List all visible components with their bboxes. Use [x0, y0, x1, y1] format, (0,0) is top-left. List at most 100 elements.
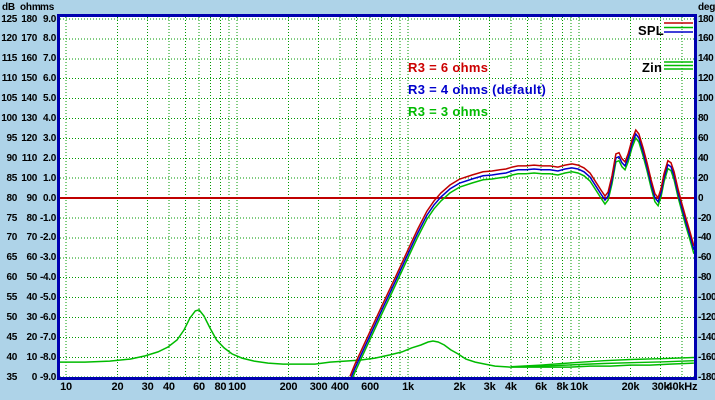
deg-tick-label: 160 — [698, 33, 714, 45]
left-axis-row: 55 40 -5.0 — [0, 292, 57, 303]
spl-curve-spl-r3-6-ohms — [349, 128, 694, 377]
freq-tick-label: 4k — [505, 381, 517, 393]
freq-tick-label: 600 — [361, 381, 379, 393]
zin-curve-variant-0 — [510, 356, 694, 368]
ohm-tick-label: 140 — [21, 93, 37, 105]
chart-canvas — [60, 17, 694, 377]
freq-tick-label: 100 — [228, 381, 246, 393]
freq-tick-label: 8k — [556, 381, 569, 393]
db-tick-label: 95 — [6, 132, 17, 144]
ohm-axis-unit: ohm — [20, 2, 41, 13]
freq-tick-label: 80 — [214, 381, 227, 393]
deg-tick-label: 60 — [698, 132, 709, 144]
deg-tick-label: -80 — [698, 272, 711, 284]
ms-tick-label: 1.0 — [42, 172, 56, 184]
ohm-tick-label: 30 — [26, 312, 37, 323]
db-tick-label: 85 — [6, 172, 17, 184]
deg-tick-label: -140 — [698, 331, 715, 343]
freq-tick-label: 200 — [279, 381, 298, 393]
left-axis-row: 80 90 0.0 — [0, 193, 57, 204]
ms-tick-label: -5.0 — [39, 292, 56, 304]
freq-tick-label: 1k — [402, 381, 414, 393]
annotation-r3-6-ohms: R3 = 6 ohms — [408, 60, 489, 75]
ohm-tick-label: 40 — [26, 292, 37, 304]
deg-tick-label: 140 — [698, 53, 714, 65]
annotation-r3-3-ohms: R3 = 3 ohms — [408, 104, 489, 119]
grid-lines — [60, 17, 694, 377]
deg-tick-label: -180 — [698, 371, 715, 383]
freq-tick-label: 300 — [309, 381, 328, 393]
db-tick-label: 90 — [6, 152, 17, 164]
ohm-tick-label: 100 — [21, 172, 37, 184]
ohm-tick-label: 20 — [26, 331, 37, 343]
freq-tick-label: 6k — [535, 381, 547, 393]
freq-tick-label: 400 — [331, 381, 349, 393]
zin-curves — [60, 309, 694, 368]
db-tick-label: 80 — [6, 192, 17, 204]
db-tick-label: 40 — [6, 351, 17, 363]
spl-curve-spl-r3-4-ohms-default- — [350, 132, 694, 377]
freq-tick-label: 30 — [141, 381, 154, 393]
ohm-tick-label: 70 — [26, 232, 37, 244]
ohm-tick-label: 90 — [26, 192, 37, 204]
freq-tick-label: 10 — [60, 381, 72, 393]
db-tick-label: 115 — [1, 53, 18, 65]
db-tick-label: 100 — [1, 113, 17, 124]
left-axis-row: 40 10 -8.0 — [0, 352, 57, 363]
left-axis-row: 105 140 5.0 — [0, 93, 57, 104]
ohm-tick-label: 50 — [26, 272, 37, 284]
ms-tick-label: 3.0 — [42, 132, 56, 144]
freq-tick-label: 10k — [570, 381, 588, 393]
ohm-tick-label: 60 — [26, 252, 37, 264]
ms-tick-label: -9.0 — [39, 371, 56, 383]
freq-tick-label: 40 — [163, 381, 175, 393]
left-axis-row: 65 60 -3.0 — [0, 252, 57, 263]
legend-line-samples — [664, 22, 693, 70]
zin-curve-main — [60, 309, 694, 368]
left-axis-row: 35 0 -9.0 — [0, 372, 57, 383]
db-tick-label: 120 — [1, 33, 17, 45]
db-axis-unit: dB — [2, 2, 15, 13]
db-tick-label: 75 — [6, 212, 17, 224]
db-tick-label: 110 — [1, 73, 18, 85]
ohm-tick-label: 170 — [21, 33, 37, 45]
left-axis-row: 60 50 -4.0 — [0, 272, 57, 283]
freq-tick-label: 20k — [621, 381, 640, 393]
ms-tick-label: 8.0 — [42, 33, 56, 45]
ms-tick-label: -3.0 — [39, 252, 56, 264]
ms-tick-label: -1.0 — [39, 212, 56, 224]
deg-tick-label: -120 — [698, 312, 715, 323]
ohm-tick-label: 80 — [26, 212, 37, 224]
db-tick-label: 65 — [6, 252, 17, 264]
left-axis-row: 85 100 1.0 — [0, 173, 57, 184]
legend-zin-label: Zin — [642, 60, 663, 75]
left-axis-row: 45 20 -7.0 — [0, 332, 57, 343]
deg-tick-label: 100 — [698, 93, 714, 105]
deg-tick-label: -160 — [698, 351, 715, 363]
left-axis-row: 110 150 6.0 — [0, 73, 57, 84]
ohm-tick-label: 0 — [31, 371, 38, 383]
left-axis-row: 50 30 -6.0 — [0, 312, 57, 323]
freq-tick-label: 40kHz — [666, 381, 698, 393]
left-axis-row: 100 130 4.0 — [0, 113, 57, 124]
zin-curve-variant-1 — [510, 360, 694, 368]
freq-tick-label: 3k — [483, 381, 496, 393]
db-tick-label: 50 — [6, 312, 17, 323]
left-axis-row: 75 80 -1.0 — [0, 213, 57, 224]
deg-tick-label: 20 — [698, 172, 709, 184]
deg-tick-label: 180 — [698, 13, 714, 25]
ms-tick-label: -6.0 — [39, 312, 56, 323]
freq-tick-label: 30k — [651, 381, 670, 393]
db-tick-label: 60 — [6, 272, 17, 284]
ohm-tick-label: 120 — [21, 132, 37, 144]
deg-axis-unit: deg — [698, 2, 715, 13]
ms-axis-unit: ms — [40, 2, 55, 13]
ohm-tick-label: 110 — [21, 152, 38, 164]
deg-tick-label: -20 — [698, 212, 711, 224]
left-axis-row: 120 170 8.0 — [0, 33, 57, 44]
ohm-tick-label: 130 — [21, 113, 37, 124]
ohm-tick-label: 180 — [21, 13, 37, 25]
db-tick-label: 125 — [1, 13, 17, 25]
ohm-tick-label: 150 — [21, 73, 37, 85]
